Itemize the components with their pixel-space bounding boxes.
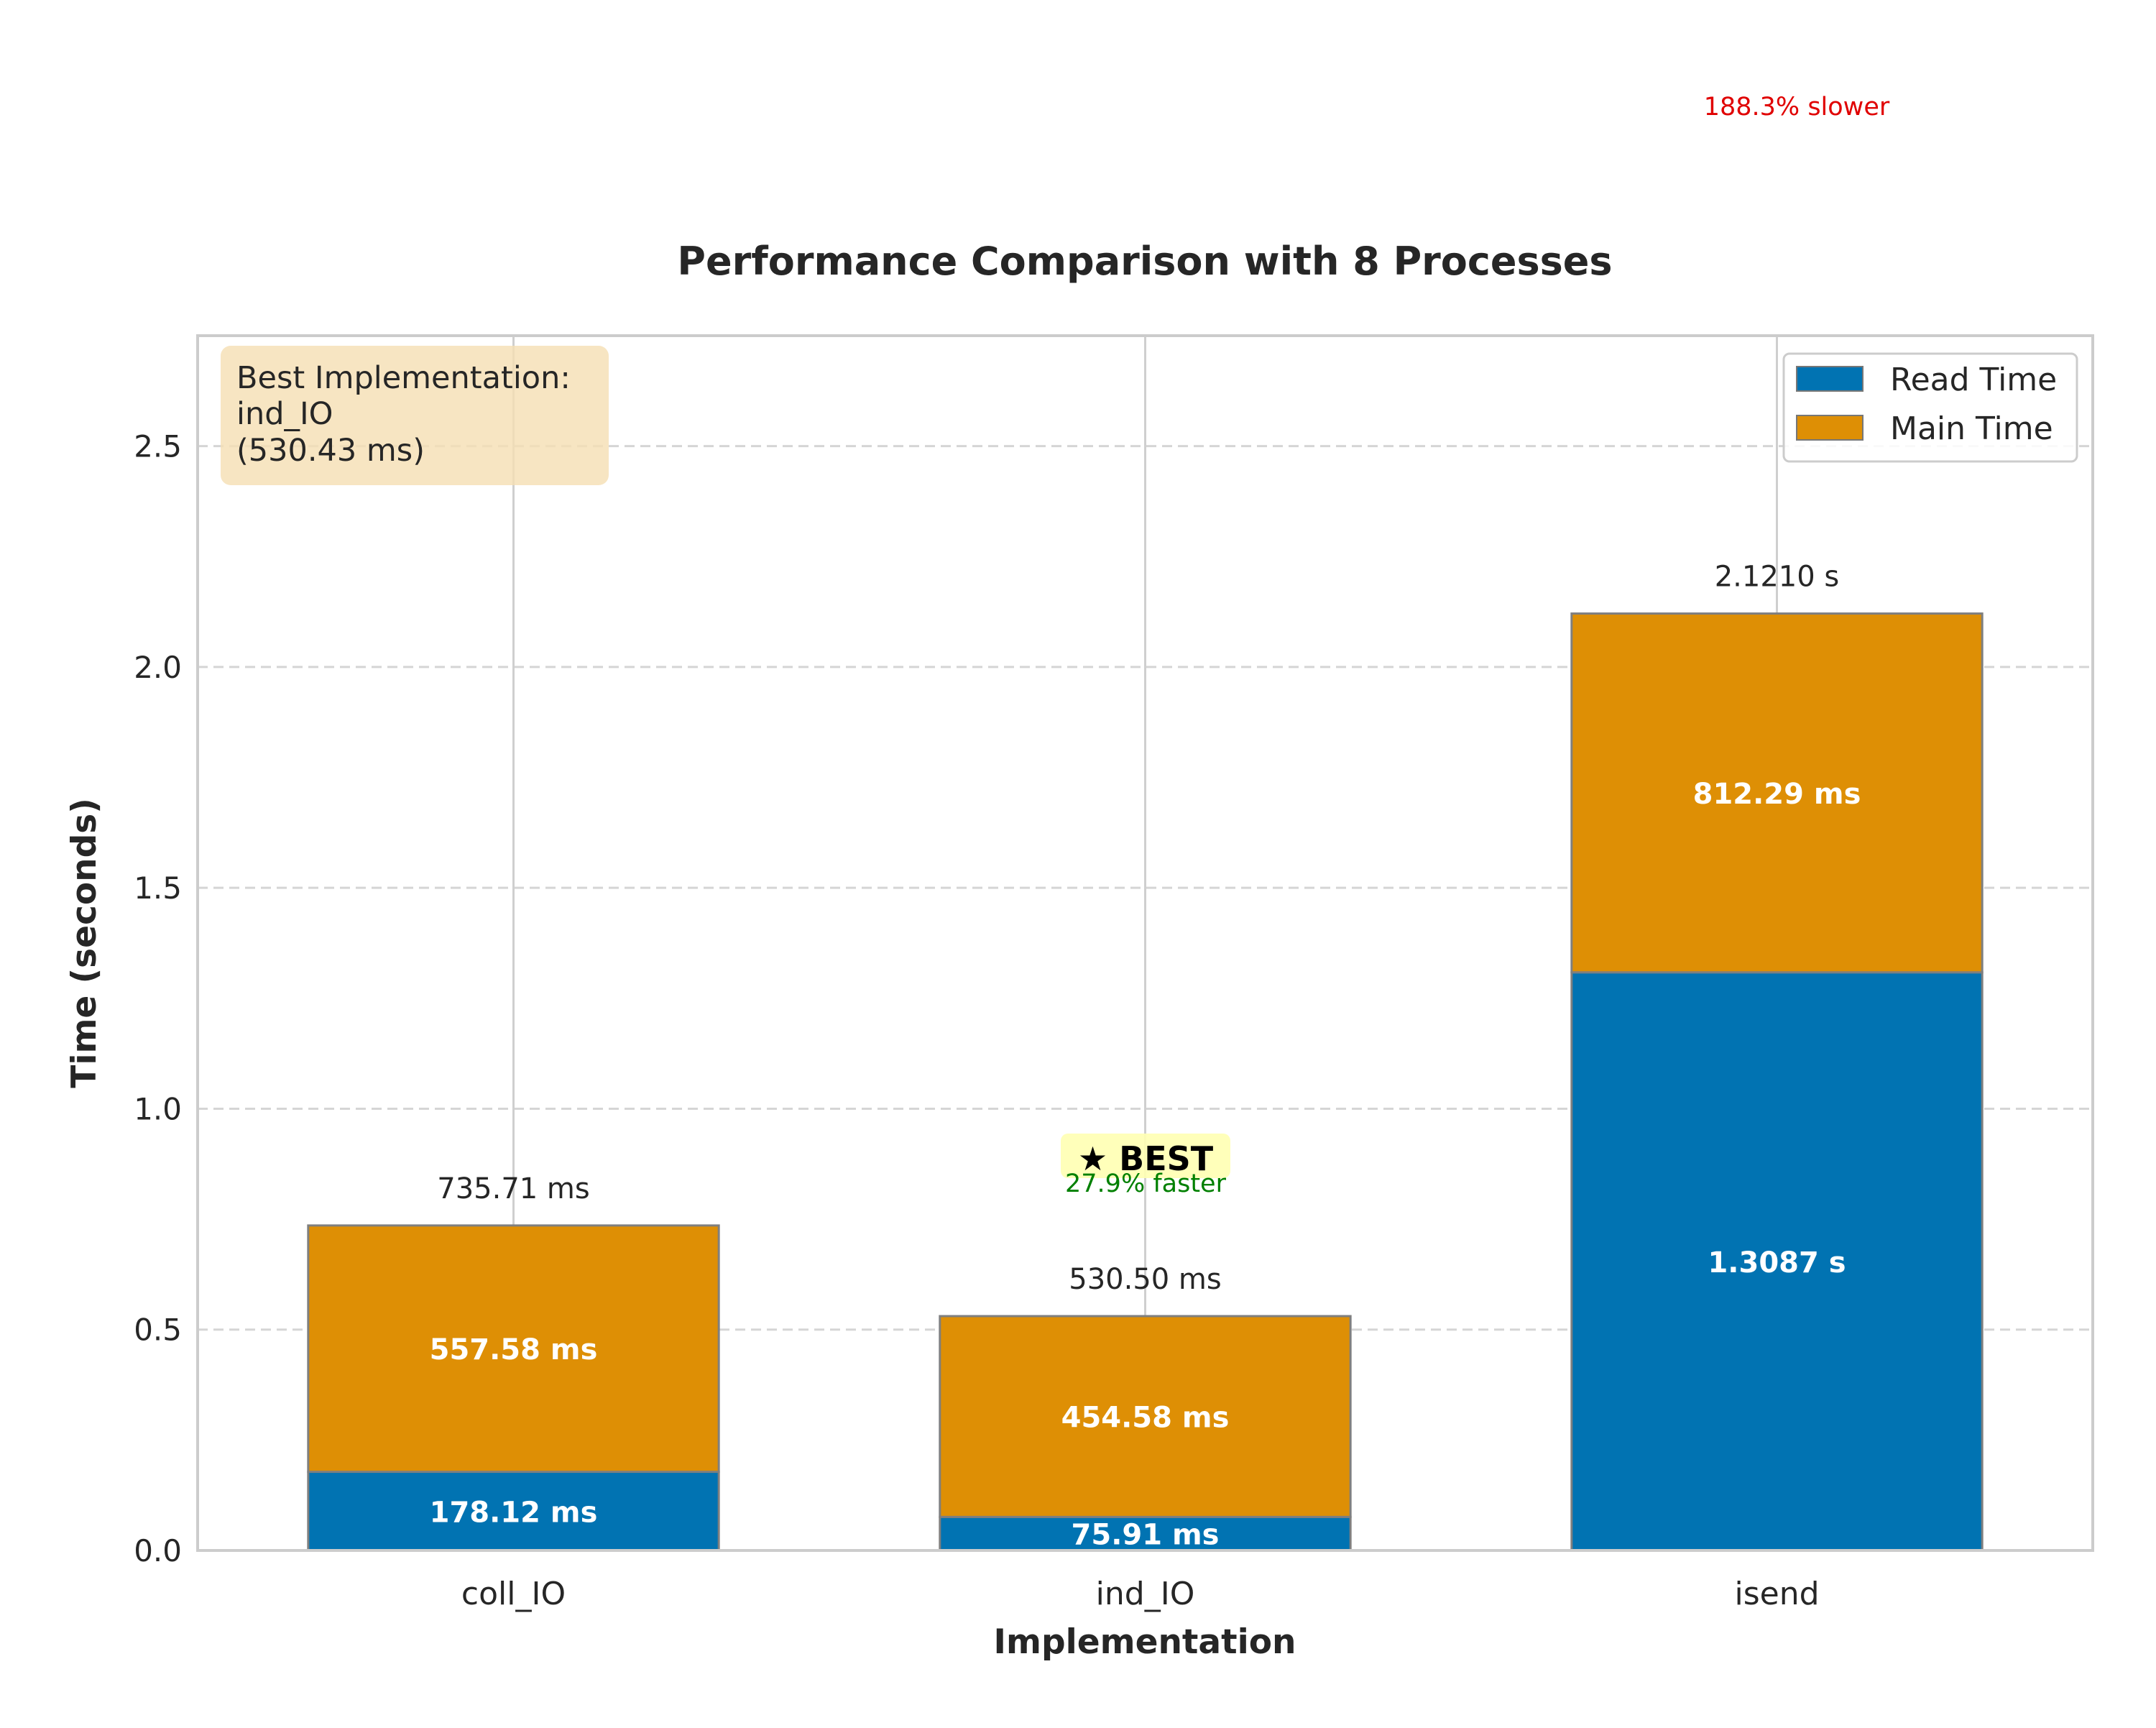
legend-swatch-main-time bbox=[1796, 415, 1864, 441]
bar-main-time bbox=[939, 1315, 1352, 1518]
best-marker: ★ BEST 27.9% faster bbox=[1061, 1134, 1230, 1198]
x-tick-label: isend bbox=[1734, 1576, 1819, 1612]
segment-label-main-time: 812.29 ms bbox=[1693, 778, 1861, 811]
total-label: 2.1210 s bbox=[1715, 561, 1840, 594]
bar-read-time bbox=[939, 1515, 1352, 1552]
legend-swatch-read-time bbox=[1796, 366, 1864, 392]
slower-annotation: 188.3% slower bbox=[1704, 93, 1890, 121]
x-tick-label: coll_IO bbox=[461, 1576, 566, 1612]
y-tick-label: 0.5 bbox=[134, 1313, 182, 1348]
chart-title: Performance Comparison with 8 Processes bbox=[677, 239, 1612, 284]
segment-label-read-time: 75.91 ms bbox=[1072, 1519, 1220, 1552]
segment-label-main-time: 454.58 ms bbox=[1061, 1402, 1230, 1435]
x-tick-label: ind_IO bbox=[1096, 1576, 1195, 1612]
best-box-line-2: ind_IO bbox=[236, 396, 333, 432]
best-box-line-3: (530.43 ms) bbox=[236, 433, 425, 469]
x-axis-label: Implementation bbox=[994, 1622, 1296, 1662]
legend-label-main-time: Main Time bbox=[1890, 410, 2053, 447]
bar-main-time bbox=[307, 1224, 720, 1474]
segment-label-main-time: 557.58 ms bbox=[430, 1333, 598, 1366]
best-implementation-box: Best Implementation: ind_IO (530.43 ms) bbox=[221, 346, 609, 485]
segment-label-read-time: 1.3087 s bbox=[1708, 1246, 1846, 1279]
bar-main-time bbox=[1570, 612, 1984, 974]
y-tick-label: 2.0 bbox=[134, 650, 182, 685]
legend-label-read-time: Read Time bbox=[1890, 362, 2057, 398]
y-tick-label: 0.0 bbox=[134, 1533, 182, 1568]
y-tick-label: 1.0 bbox=[134, 1091, 182, 1126]
faster-annotation: 27.9% faster bbox=[1065, 1169, 1227, 1198]
bar-read-time bbox=[1570, 971, 1984, 1552]
y-tick-label: 1.5 bbox=[134, 870, 182, 906]
best-box-line-1: Best Implementation: bbox=[236, 360, 571, 396]
total-label: 530.50 ms bbox=[1069, 1263, 1221, 1296]
plot-frame bbox=[196, 334, 2094, 1552]
total-label: 735.71 ms bbox=[437, 1172, 589, 1205]
y-tick-label: 2.5 bbox=[134, 429, 182, 464]
segment-label-read-time: 178.12 ms bbox=[430, 1496, 598, 1529]
best-marker-text: ★ BEST bbox=[1078, 1139, 1214, 1178]
legend: Read Time Main Time bbox=[1782, 352, 2078, 463]
y-axis-label: Time (seconds) bbox=[65, 798, 104, 1088]
